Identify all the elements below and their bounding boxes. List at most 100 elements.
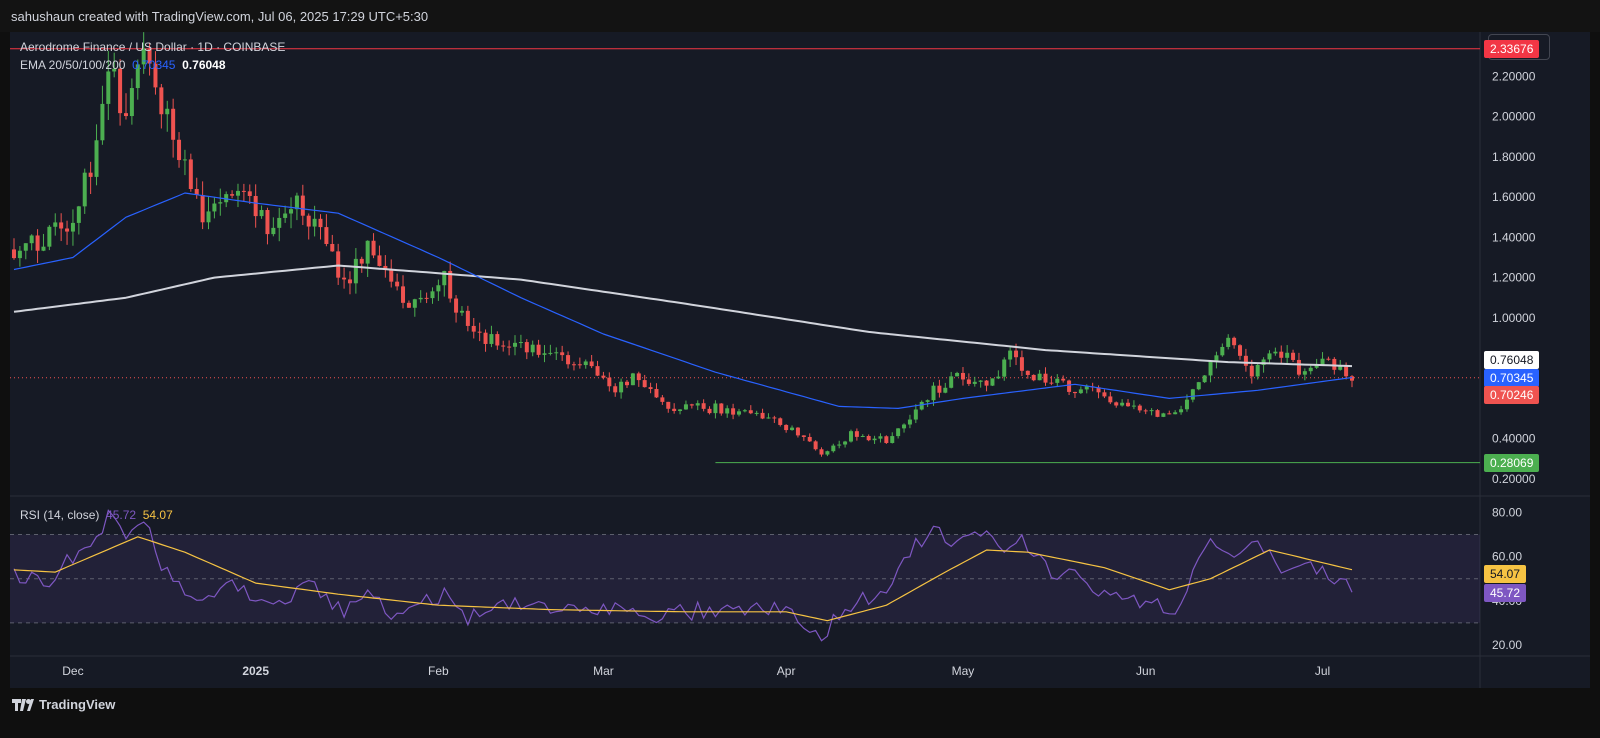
candle-body bbox=[1285, 352, 1290, 358]
candle-body bbox=[848, 431, 853, 442]
candle-body bbox=[29, 235, 34, 244]
ema-white-line bbox=[13, 264, 1353, 368]
candle-body bbox=[630, 373, 635, 386]
price-tag-last-price: 0.70246 bbox=[1484, 385, 1540, 404]
candle-body bbox=[1072, 391, 1077, 394]
price-tick-label: 1.40000 bbox=[1492, 230, 1536, 244]
candle-body bbox=[112, 68, 117, 72]
candle-body bbox=[41, 246, 46, 251]
candle-body bbox=[118, 68, 123, 114]
candle-body bbox=[984, 380, 989, 386]
candle-body bbox=[748, 410, 753, 414]
candle-body bbox=[448, 270, 453, 299]
candle-body bbox=[571, 364, 576, 366]
candle-body bbox=[884, 436, 889, 443]
candle-body bbox=[471, 325, 476, 332]
candle-body bbox=[937, 385, 942, 393]
candle-body bbox=[230, 194, 235, 196]
candle-body bbox=[701, 403, 706, 409]
time-tick-label: Mar bbox=[593, 664, 614, 678]
rsi-tick-label: 60.00 bbox=[1492, 550, 1522, 564]
candle-body bbox=[524, 342, 529, 353]
candle-body bbox=[324, 227, 329, 244]
candle-body bbox=[1131, 405, 1136, 407]
candle-body bbox=[1249, 365, 1254, 377]
candle-body bbox=[47, 226, 52, 247]
candle-body bbox=[831, 445, 836, 452]
candle-body bbox=[554, 352, 559, 354]
tradingview-logo[interactable]: TradingView bbox=[12, 697, 115, 712]
price-tag-support: 0.28069 bbox=[1484, 453, 1540, 472]
candle-body bbox=[1344, 365, 1349, 377]
candle-body bbox=[1149, 410, 1154, 412]
candle-body bbox=[919, 401, 924, 410]
candle-body bbox=[1061, 378, 1066, 381]
candle-body bbox=[625, 381, 630, 386]
candle-body bbox=[595, 366, 600, 376]
candle-body bbox=[135, 64, 140, 89]
price-tick-label: 0.20000 bbox=[1492, 472, 1536, 486]
candle-body bbox=[1332, 358, 1337, 370]
candle-body bbox=[978, 380, 983, 382]
time-tick-label: May bbox=[952, 664, 975, 678]
candle-body bbox=[1143, 410, 1148, 412]
rsi-line bbox=[13, 509, 1353, 642]
candle-body bbox=[312, 218, 317, 227]
candle-body bbox=[442, 270, 447, 286]
candle-body bbox=[53, 222, 58, 227]
candle-body bbox=[259, 210, 264, 217]
candle-body bbox=[129, 88, 134, 117]
candle-body bbox=[76, 206, 81, 223]
candle-body bbox=[678, 409, 683, 412]
candle-body bbox=[601, 375, 606, 378]
candle-body bbox=[825, 451, 830, 455]
candle-body bbox=[507, 346, 512, 348]
candle-body bbox=[147, 48, 152, 64]
candle-body bbox=[949, 376, 954, 388]
candle-body bbox=[489, 334, 494, 344]
candle-body bbox=[1243, 355, 1248, 366]
candle-body bbox=[289, 209, 294, 214]
candle-body bbox=[1084, 386, 1089, 390]
candle-body bbox=[943, 387, 948, 393]
candle-body bbox=[247, 191, 252, 196]
candle-body bbox=[807, 436, 812, 442]
candle-body bbox=[931, 385, 936, 401]
candle-body bbox=[235, 190, 240, 196]
candle-body bbox=[477, 331, 482, 333]
candle-body bbox=[996, 376, 1001, 379]
candle-body bbox=[1255, 364, 1260, 377]
candle-body bbox=[890, 436, 895, 443]
candle-body bbox=[1296, 359, 1301, 375]
price-tick-label: 2.20000 bbox=[1492, 69, 1536, 83]
candle-body bbox=[318, 218, 323, 228]
candle-body bbox=[371, 240, 376, 256]
candle-body bbox=[277, 217, 282, 228]
top-attribution-bar: sahushaun created with TradingView.com, … bbox=[0, 0, 1600, 32]
candle-body bbox=[1025, 370, 1030, 375]
candle-body bbox=[454, 298, 459, 313]
candle-body bbox=[106, 71, 111, 104]
candle-body bbox=[583, 361, 588, 366]
candle-body bbox=[843, 441, 848, 445]
candle-body bbox=[1273, 351, 1278, 354]
candle-body bbox=[1302, 371, 1307, 375]
candle-body bbox=[1338, 365, 1343, 370]
candle-body bbox=[141, 48, 146, 65]
candle-body bbox=[518, 342, 523, 344]
candle-body bbox=[795, 427, 800, 436]
candle-body bbox=[1184, 399, 1189, 410]
candle-body bbox=[542, 353, 547, 355]
candle-body bbox=[589, 361, 594, 367]
candle-body bbox=[1350, 376, 1354, 381]
candle-body bbox=[12, 249, 16, 259]
candle-body bbox=[878, 436, 883, 439]
candle-body bbox=[1232, 337, 1237, 346]
candle-body bbox=[1190, 389, 1195, 400]
candle-body bbox=[966, 379, 971, 384]
tradingview-logo-icon bbox=[12, 698, 34, 711]
candle-body bbox=[389, 268, 394, 282]
candle-body bbox=[660, 397, 665, 402]
time-tick-label: Jul bbox=[1315, 664, 1330, 678]
